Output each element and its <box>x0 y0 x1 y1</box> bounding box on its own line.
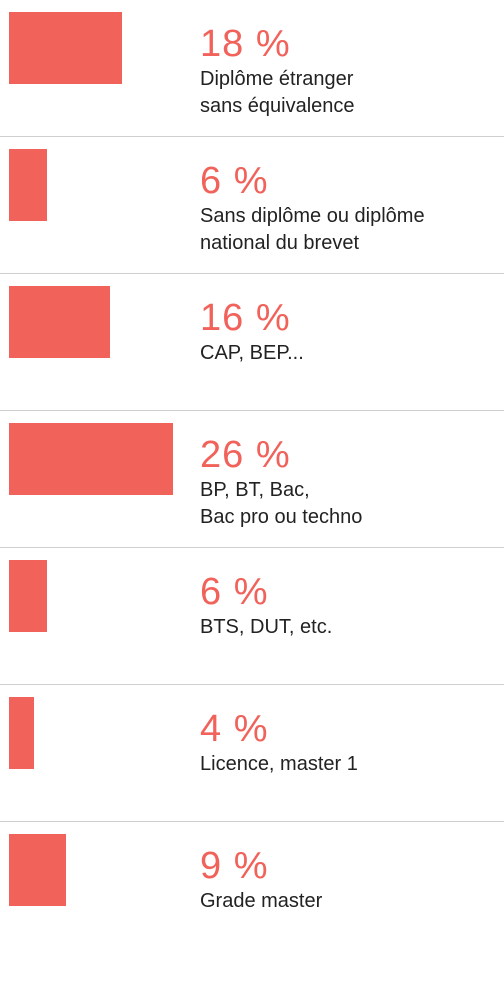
bar-row: 4 % Licence, master 1 <box>0 685 504 822</box>
value-label: 18 % <box>200 23 291 65</box>
bar <box>9 697 35 769</box>
bar-row: 9 % Grade master <box>0 822 504 959</box>
value-label: 16 % <box>200 297 291 339</box>
category-label: BP, BT, Bac, Bac pro ou techno <box>200 479 363 528</box>
category-label: Grade master <box>200 890 323 912</box>
separator <box>0 547 504 548</box>
bar-row: 6 % Sans diplôme ou diplôme national du b… <box>0 137 504 274</box>
separator <box>0 273 504 274</box>
bar-row: 26 % BP, BT, Bac, Bac pro ou techno <box>0 411 504 548</box>
category-label: CAP, BEP... <box>200 342 304 364</box>
bar-row: 18 % Diplôme étranger sans équivalence <box>0 0 504 137</box>
value-label: 4 % <box>200 708 269 750</box>
bar <box>9 423 173 495</box>
value-label: 6 % <box>200 571 269 613</box>
bar <box>9 560 47 632</box>
bar <box>9 286 110 358</box>
category-label: Sans diplôme ou diplôme national du brev… <box>200 205 425 254</box>
separator <box>0 821 504 822</box>
value-label: 6 % <box>200 160 269 202</box>
bar <box>9 12 123 84</box>
category-label: BTS, DUT, etc. <box>200 616 333 638</box>
value-label: 26 % <box>200 434 291 476</box>
separator <box>0 410 504 411</box>
bar-row: 16 % CAP, BEP... <box>0 274 504 411</box>
bar <box>9 834 66 906</box>
bar <box>9 149 47 221</box>
separator <box>0 684 504 685</box>
separator <box>0 136 504 137</box>
category-label: Diplôme étranger sans équivalence <box>200 68 355 117</box>
bar-row: 6 % BTS, DUT, etc. <box>0 548 504 685</box>
category-label: Licence, master 1 <box>200 753 358 775</box>
value-label: 9 % <box>200 845 269 887</box>
